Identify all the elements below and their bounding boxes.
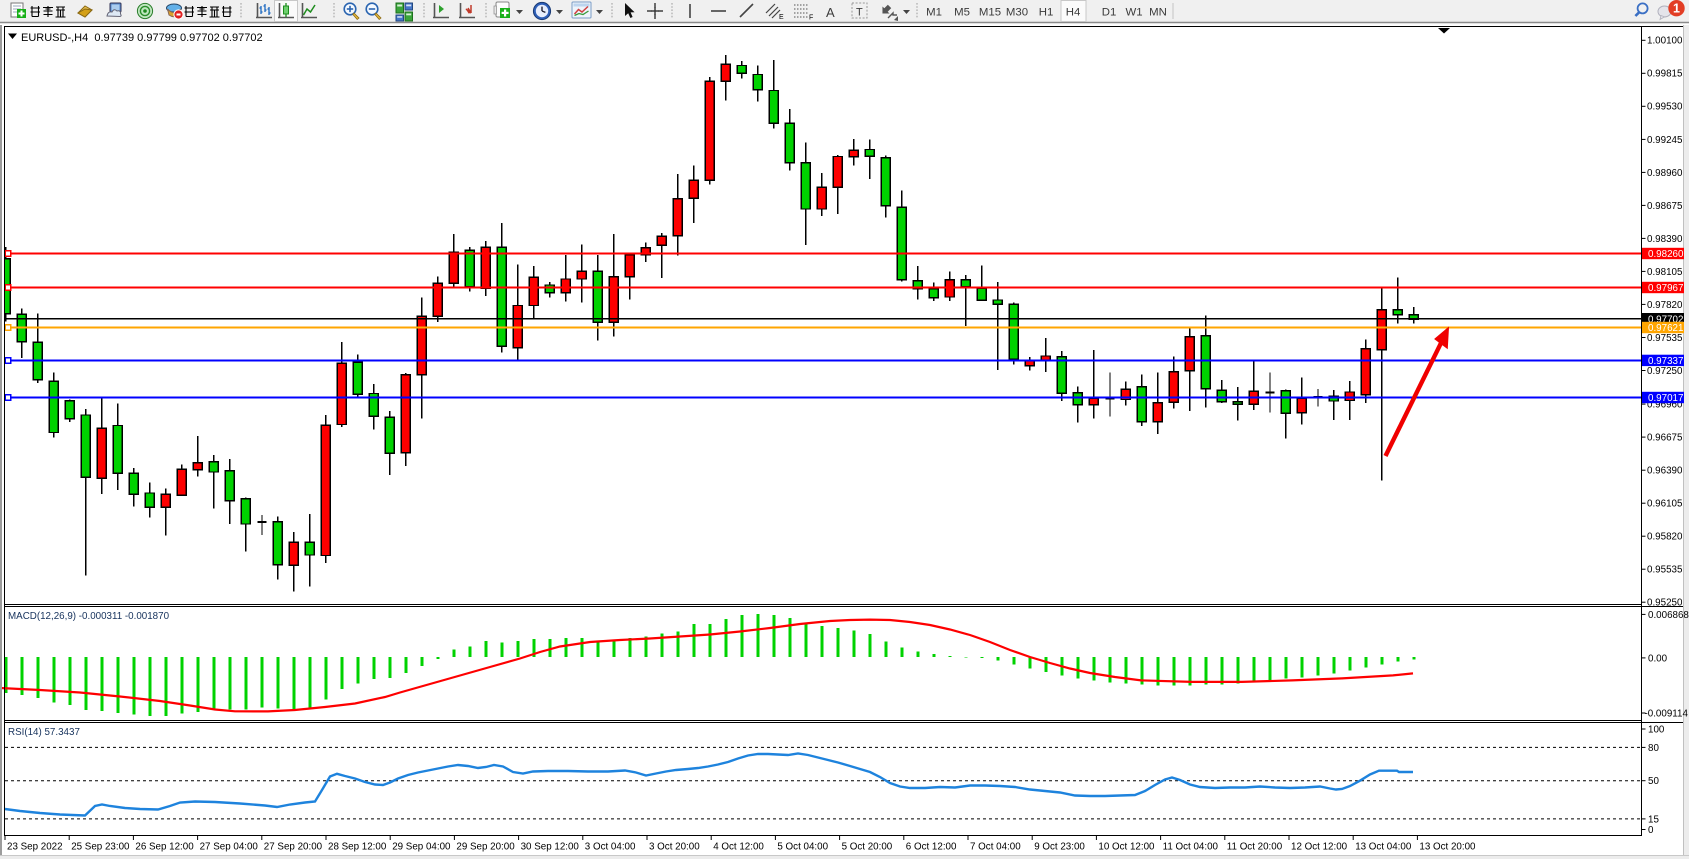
- svg-text:W1: W1: [1125, 7, 1142, 19]
- svg-text:25 Sep 23:00: 25 Sep 23:00: [71, 842, 130, 853]
- svg-text:27 Sep 20:00: 27 Sep 20:00: [264, 842, 323, 853]
- svg-text:0.97702: 0.97702: [1648, 314, 1683, 325]
- svg-text:3 Oct 20:00: 3 Oct 20:00: [649, 842, 700, 853]
- svg-text:6 Oct 12:00: 6 Oct 12:00: [906, 842, 957, 853]
- svg-text:0.97017: 0.97017: [1648, 393, 1683, 404]
- svg-text:M30: M30: [1006, 7, 1028, 19]
- svg-text:H4: H4: [1066, 7, 1081, 19]
- svg-text:0.95820: 0.95820: [1647, 532, 1683, 543]
- svg-text:0.98960: 0.98960: [1647, 168, 1683, 179]
- svg-text:12 Oct 12:00: 12 Oct 12:00: [1291, 842, 1348, 853]
- svg-text:0.96675: 0.96675: [1647, 433, 1683, 444]
- svg-text:0.98390: 0.98390: [1647, 234, 1683, 245]
- svg-text:1.00100: 1.00100: [1647, 36, 1683, 47]
- svg-text:26 Sep 12:00: 26 Sep 12:00: [135, 842, 194, 853]
- svg-text:M5: M5: [954, 7, 970, 19]
- svg-text:0.99815: 0.99815: [1647, 69, 1683, 80]
- svg-text:29 Sep 20:00: 29 Sep 20:00: [456, 842, 515, 853]
- svg-text:28 Sep 12:00: 28 Sep 12:00: [328, 842, 387, 853]
- svg-text:MACD(12,26,9) -0.000311 -0.001: MACD(12,26,9) -0.000311 -0.001870: [8, 611, 170, 622]
- svg-text:5 Oct 04:00: 5 Oct 04:00: [777, 842, 828, 853]
- svg-text:A: A: [826, 5, 835, 20]
- svg-text:T: T: [856, 7, 863, 19]
- svg-text:10 Oct 12:00: 10 Oct 12:00: [1098, 842, 1155, 853]
- svg-text:0.97337: 0.97337: [1648, 356, 1683, 367]
- svg-text:0.97535: 0.97535: [1647, 333, 1683, 344]
- svg-text:E: E: [779, 14, 784, 21]
- svg-text:0.98105: 0.98105: [1647, 267, 1683, 278]
- svg-text:0.00: 0.00: [1648, 653, 1668, 664]
- svg-text:1: 1: [1673, 2, 1680, 16]
- svg-text:0.006868: 0.006868: [1648, 610, 1689, 621]
- svg-text:0.98260: 0.98260: [1648, 249, 1684, 260]
- svg-text:0.97967: 0.97967: [1648, 283, 1683, 294]
- svg-text:0.96390: 0.96390: [1647, 466, 1683, 477]
- svg-text:0.97621: 0.97621: [1648, 323, 1683, 334]
- svg-text:27 Sep 04:00: 27 Sep 04:00: [200, 842, 259, 853]
- svg-text:D1: D1: [1102, 7, 1117, 19]
- svg-text:0.95535: 0.95535: [1647, 565, 1683, 576]
- svg-text:0.97250: 0.97250: [1647, 366, 1683, 377]
- svg-text:EURUSD-,H4 0.97739 0.97799 0.: EURUSD-,H4 0.97739 0.97799 0.97702 0.977…: [21, 32, 263, 44]
- svg-text:0: 0: [1648, 825, 1654, 836]
- svg-text:80: 80: [1648, 743, 1659, 754]
- svg-text:15: 15: [1648, 814, 1659, 825]
- svg-text:30 Sep 12:00: 30 Sep 12:00: [521, 842, 580, 853]
- svg-text:4 Oct 12:00: 4 Oct 12:00: [713, 842, 764, 853]
- svg-text:0.96105: 0.96105: [1647, 499, 1683, 510]
- svg-text:9 Oct 23:00: 9 Oct 23:00: [1034, 842, 1085, 853]
- svg-text:0.95250: 0.95250: [1647, 598, 1683, 609]
- svg-text:MN: MN: [1149, 7, 1167, 19]
- svg-text:29 Sep 04:00: 29 Sep 04:00: [392, 842, 451, 853]
- svg-text:0.97820: 0.97820: [1647, 300, 1683, 311]
- svg-text:0.99245: 0.99245: [1647, 135, 1683, 146]
- svg-text:100: 100: [1648, 724, 1665, 735]
- svg-text:11 Oct 04:00: 11 Oct 04:00: [1163, 842, 1219, 853]
- svg-text:F: F: [809, 15, 813, 22]
- svg-text:7 Oct 04:00: 7 Oct 04:00: [970, 842, 1021, 853]
- svg-text:13 Oct 04:00: 13 Oct 04:00: [1355, 842, 1412, 853]
- svg-text:0.99530: 0.99530: [1647, 102, 1683, 113]
- svg-text:H1: H1: [1039, 7, 1054, 19]
- svg-text:0.98675: 0.98675: [1647, 201, 1683, 212]
- svg-text:5 Oct 20:00: 5 Oct 20:00: [842, 842, 893, 853]
- svg-text:-0.009114: -0.009114: [1645, 708, 1689, 719]
- svg-text:0.96960: 0.96960: [1647, 400, 1683, 411]
- svg-text:13 Oct 20:00: 13 Oct 20:00: [1419, 842, 1476, 853]
- svg-text:3 Oct 04:00: 3 Oct 04:00: [585, 842, 636, 853]
- svg-text:11 Oct 20:00: 11 Oct 20:00: [1227, 842, 1283, 853]
- svg-text:RSI(14) 57.3437: RSI(14) 57.3437: [8, 727, 80, 738]
- svg-text:M1: M1: [926, 7, 942, 19]
- svg-text:23 Sep 2022: 23 Sep 2022: [7, 842, 63, 853]
- svg-text:50: 50: [1648, 776, 1659, 787]
- svg-text:M15: M15: [979, 7, 1001, 19]
